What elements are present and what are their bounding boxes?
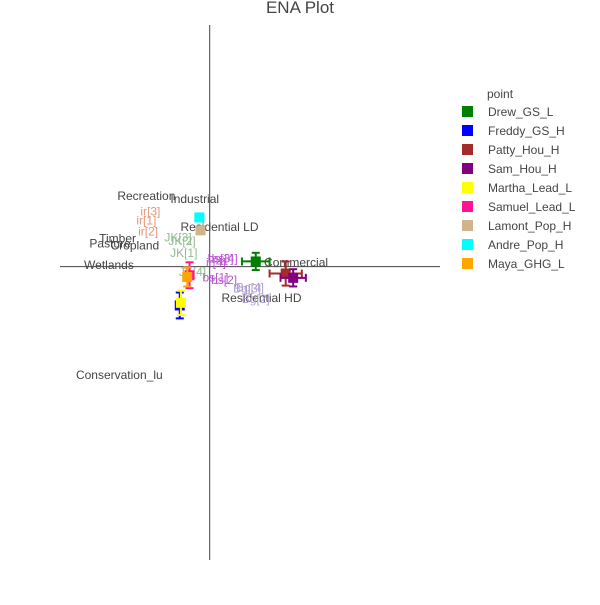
point-martha-lead-l	[175, 289, 186, 316]
point-marker	[195, 225, 206, 236]
point-lamont-pop-h	[195, 225, 206, 236]
point-marker	[288, 272, 299, 283]
legend-item[interactable]: Maya_GHG_L	[462, 257, 565, 271]
legend-item[interactable]: Drew_GS_L	[462, 105, 554, 119]
legend-label: Sam_Hou_H	[488, 162, 557, 176]
legend-label: Freddy_GS_H	[488, 124, 565, 138]
legend-swatch	[462, 125, 473, 136]
legend-label: Drew_GS_L	[488, 105, 554, 119]
legend-swatch	[462, 144, 473, 155]
node-label: Timber	[99, 231, 136, 245]
point-annotation: JK[1]	[170, 246, 197, 260]
point-annotation: JK[3]	[164, 231, 191, 245]
point-marker	[182, 271, 193, 282]
legend-label: Lamont_Pop_H	[488, 219, 571, 233]
point-marker	[280, 268, 291, 279]
node-label: Commercial	[264, 256, 328, 270]
legend-item[interactable]: Freddy_GS_H	[462, 124, 565, 138]
legend-item[interactable]: Martha_Lead_L	[462, 181, 572, 195]
legend-swatch	[462, 163, 473, 174]
point-annotation: Bg[3]	[233, 282, 261, 296]
legend-swatch	[462, 201, 473, 212]
node-label: Industrial	[170, 192, 219, 206]
legend[interactable]: point Drew_GS_L Freddy_GS_H Patty_Hou_H Sam…	[462, 87, 576, 271]
legend-label: Martha_Lead_L	[488, 181, 572, 195]
point-annotation: Bg[4]	[236, 281, 264, 295]
point-annotation: ir[4]	[206, 256, 226, 270]
point-annotation: Bg[2]	[242, 292, 270, 306]
point-sam-hou-h	[279, 268, 307, 288]
legend-swatch	[462, 106, 473, 117]
point-annotation: bs[1]	[202, 270, 228, 284]
legend-label: Maya_GHG_L	[488, 257, 565, 271]
legend-item[interactable]: Sam_Hou_H	[462, 162, 557, 176]
legend-swatch	[462, 239, 473, 250]
point-marker	[250, 256, 261, 267]
point-annotation: JK[2]	[168, 234, 195, 248]
legend-swatch	[462, 220, 473, 231]
legend-item[interactable]: Lamont_Pop_H	[462, 219, 571, 233]
node-label: Recreation	[117, 189, 175, 203]
data-points	[174, 212, 307, 320]
legend-item[interactable]: Andre_Pop_H	[462, 238, 563, 252]
point-annotation: bs[4]	[212, 251, 238, 265]
legend-label: Andre_Pop_H	[488, 238, 563, 252]
point-marker	[175, 297, 186, 308]
legend-title: point	[487, 87, 514, 101]
point-annotation: bs[2]	[211, 273, 237, 287]
legend-swatch	[462, 182, 473, 193]
point-marker	[194, 212, 205, 223]
node-label: Conservation_lu	[76, 368, 163, 382]
point-annotation: ir[3]	[140, 205, 160, 219]
point-annotation: ir[1]	[136, 213, 156, 227]
point-annotation: bs[3]	[208, 251, 234, 265]
axes	[60, 25, 440, 560]
node-label: Cropland	[110, 238, 159, 252]
point-andre-pop-h	[194, 212, 205, 223]
legend-label: Patty_Hou_H	[488, 143, 559, 157]
legend-swatch	[462, 258, 473, 269]
point-annotation: ir[2]	[138, 225, 158, 239]
chart-title: ENA Plot	[266, 0, 334, 17]
node-label: Residential LD	[180, 220, 258, 234]
legend-label: Samuel_Lead_L	[488, 200, 576, 214]
point-drew-gs-l	[240, 251, 271, 272]
point-maya-ghg-l	[182, 266, 193, 288]
node-label: Pasture	[89, 237, 131, 251]
legend-item[interactable]: Samuel_Lead_L	[462, 200, 576, 214]
node-label: Wetlands	[84, 258, 134, 272]
node-label: Residential HD	[221, 291, 301, 305]
legend-item[interactable]: Patty_Hou_H	[462, 143, 559, 157]
